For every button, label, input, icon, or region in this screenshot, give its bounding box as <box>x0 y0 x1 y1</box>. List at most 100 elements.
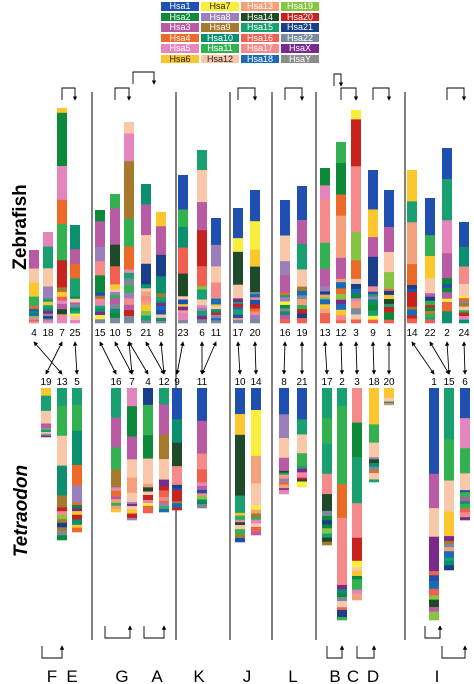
chromosome-segment <box>159 388 169 405</box>
chromosome-segment <box>322 516 332 521</box>
chromosome-segment <box>351 293 361 299</box>
group-dividers <box>91 92 406 640</box>
tetraodon-chromosome <box>143 388 153 514</box>
chromosome-segment <box>429 611 439 621</box>
chromosome-segment <box>459 310 469 313</box>
tetraodon-chromosome <box>352 388 362 601</box>
chromosome-segment <box>235 512 245 516</box>
chromosome-segment <box>320 313 330 318</box>
chromosome-segment <box>251 517 261 520</box>
chromosome-segment <box>297 290 307 296</box>
chromosome-segment <box>384 299 394 305</box>
chromosome-segment <box>197 150 207 171</box>
chromosome-segment <box>43 301 53 306</box>
chromosome-segment <box>280 304 290 309</box>
chromosome-segment <box>127 477 137 494</box>
chromosome-segment <box>280 261 290 276</box>
chromosome-segment <box>178 312 188 318</box>
chromosome-segment <box>279 457 289 472</box>
chromosome-segment <box>442 220 452 254</box>
chromosome-segment <box>141 263 151 285</box>
chromosome-number-labels: 4 18 7 25 15 10 5 21 8 23 6 11 17 20 16 19 13 12 3 9 1 14 22 2 2… <box>31 328 470 388</box>
chromosome-segment <box>279 478 289 483</box>
chromosome-segment <box>459 316 469 320</box>
chromosome-segment <box>72 502 82 506</box>
chromosome-segment <box>337 388 347 407</box>
chromosome-segment <box>369 466 379 471</box>
chromosome-segment <box>57 522 67 528</box>
chromosome-segment <box>95 311 105 316</box>
chromosome-segment <box>70 263 80 279</box>
chromosome-segment <box>111 505 121 510</box>
chromosome-segment <box>178 320 188 324</box>
chromosome-segment <box>442 301 452 306</box>
chromosome-segment <box>297 305 307 310</box>
chromosome-segment <box>384 303 394 308</box>
zebrafish-chromosome-number: 3 <box>353 328 359 339</box>
chromosome-segment <box>141 284 151 289</box>
chromosome-segment <box>41 436 51 438</box>
tetraodon-chromosome-number: 13 <box>56 377 68 388</box>
zebrafish-chromosome <box>197 150 207 324</box>
chromosome-segment <box>320 299 330 305</box>
chromosome-segment <box>72 405 82 432</box>
chromosome-segment <box>442 311 452 319</box>
chromosome-segment <box>297 453 307 467</box>
ortholog-link-arrow <box>99 341 117 375</box>
zebrafish-chromosome <box>407 170 417 324</box>
chromosome-segment <box>159 493 169 498</box>
chromosome-segment <box>43 308 53 312</box>
ortholog-link-arrow <box>281 341 288 375</box>
chromosome-segment <box>336 315 346 321</box>
legend-item-hsa14: Hsa14 <box>240 11 280 22</box>
chromosome-segment <box>250 292 260 295</box>
chromosome-segment <box>29 316 39 319</box>
chromosome-segment <box>320 304 330 309</box>
chromosome-segment <box>250 315 260 320</box>
chromosome-segment <box>336 282 346 289</box>
chromosome-segment <box>429 607 439 612</box>
chromosome-segment <box>320 291 330 295</box>
tetraodon-chromosome <box>197 388 207 509</box>
chromosome-segment <box>172 492 182 497</box>
chromosome-segment <box>233 302 243 305</box>
ortholog-link-arrow <box>201 341 217 375</box>
ortholog-link-arrow <box>45 341 63 375</box>
chromosome-segment <box>124 161 134 220</box>
chromosome-segment <box>337 601 347 608</box>
zebrafish-chromosome-number: 7 <box>59 328 65 339</box>
chromosome-segment <box>407 306 417 310</box>
chromosome-segment <box>41 388 51 396</box>
chromosome-segment <box>197 319 207 324</box>
chromosome-segment <box>95 292 105 296</box>
tetraodon-chromosome <box>235 388 245 543</box>
chromosome-segment <box>127 513 137 519</box>
chromosome-segment <box>110 284 120 290</box>
zebrafish-chromosome-number: 18 <box>42 328 54 339</box>
group-letter-a: A <box>151 667 163 684</box>
chromosome-segment <box>320 294 330 298</box>
legend-item-hsa6: Hsa6 <box>160 53 200 64</box>
chromosome-segment <box>178 306 188 311</box>
chromosome-segment <box>211 314 221 319</box>
zebrafish-chromosome <box>178 175 188 324</box>
zebrafish-chromosome-number: 12 <box>335 328 347 339</box>
ortholog-link-arrow <box>235 341 243 375</box>
chromosome-segment <box>95 305 105 309</box>
chromosome-segment <box>279 388 289 415</box>
ortholog-link-arrow <box>322 341 330 375</box>
chromosome-segment <box>110 304 120 310</box>
chromosome-segment <box>197 495 207 500</box>
chromosome-segment <box>235 537 245 543</box>
tetraodon-chromosome <box>57 388 67 541</box>
chromosome-segment <box>197 307 207 312</box>
tetraodon-chromosome <box>444 388 454 571</box>
chromosome-segment <box>384 319 394 324</box>
chromosome-segment <box>369 442 379 458</box>
chromosome-segment <box>233 312 243 315</box>
chromosome-segment <box>322 524 332 529</box>
chromosome-segment <box>459 319 469 324</box>
chromosome-segment <box>250 297 260 301</box>
legend-item-hsa17: Hsa17 <box>240 43 280 54</box>
